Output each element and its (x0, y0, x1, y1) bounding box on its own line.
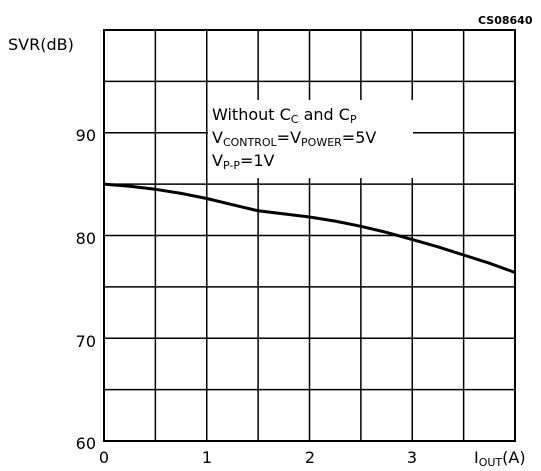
x-tick-label-3: 3 (407, 448, 417, 467)
y-tick-label-70: 70 (76, 332, 96, 351)
chart-code: CS08640 (478, 14, 533, 27)
y-tick-label-60: 60 (76, 434, 96, 453)
y-tick-labels: 90 80 70 60 (76, 126, 96, 453)
annotation-line-2: VCONTROL=VPOWER=5V (212, 128, 376, 149)
svr-series-line (103, 182, 516, 274)
annotation-line-3: VP-P=1V (212, 151, 275, 172)
x-tick-label-2: 2 (305, 448, 315, 467)
plot-frame (103, 29, 516, 442)
annotation-line-1: Without CC and CP (212, 105, 357, 126)
x-tick-label-0: 0 (99, 448, 109, 467)
x-tick-labels: 0 1 2 3 (99, 448, 417, 467)
y-axis-title: SVR(dB) (8, 35, 74, 54)
grid-lines (104, 30, 515, 441)
x-axis-title: IOUT(A) (474, 448, 526, 469)
y-tick-label-80: 80 (76, 229, 96, 248)
y-tick-label-90: 90 (76, 126, 96, 145)
annotation-background (208, 100, 413, 178)
x-tick-label-1: 1 (202, 448, 212, 467)
